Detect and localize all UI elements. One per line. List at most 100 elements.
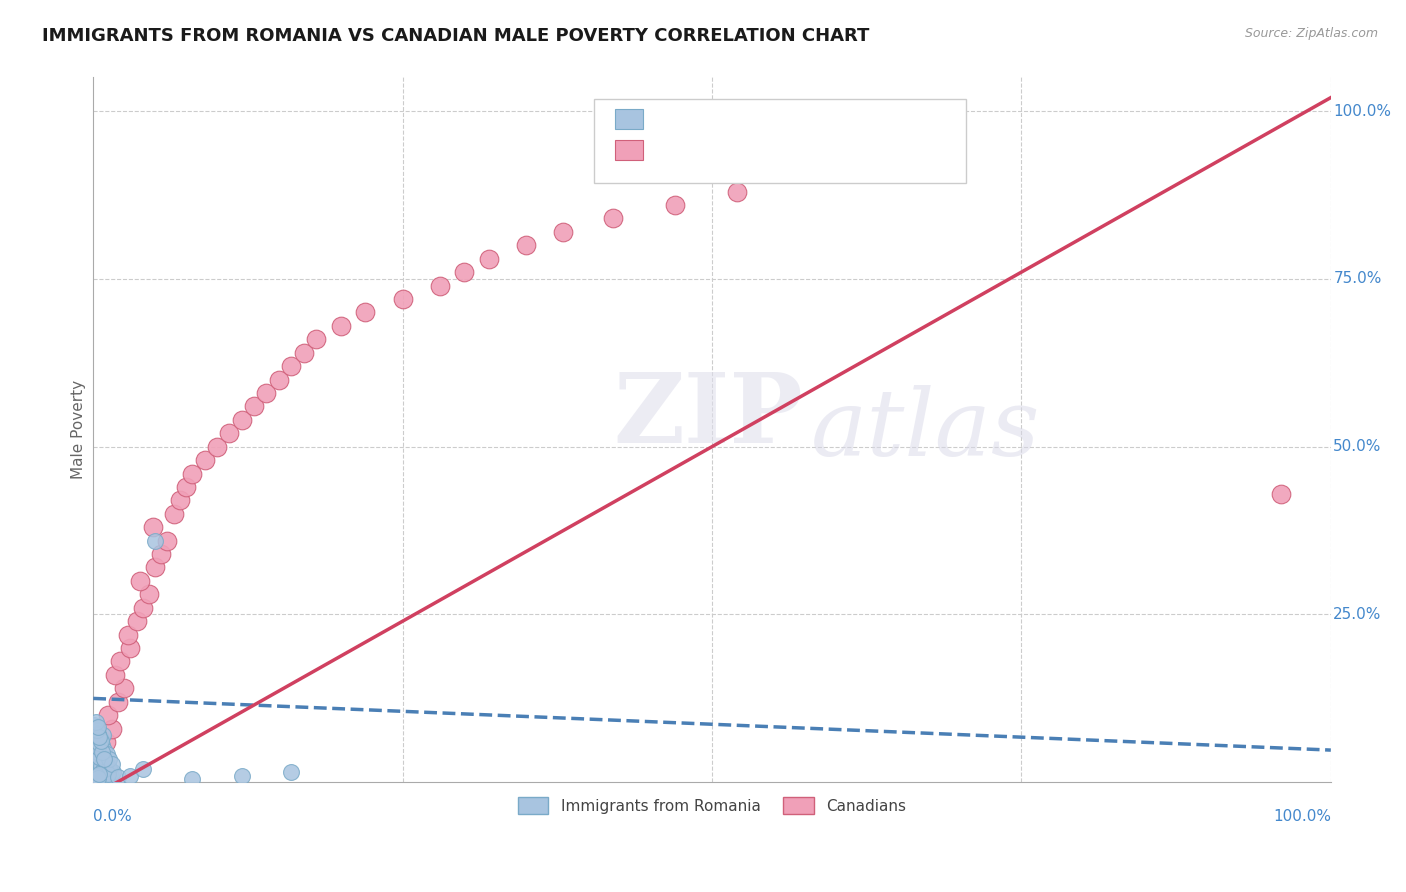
Point	[181, 772, 204, 786]
Point	[97, 760, 120, 774]
Point	[91, 763, 114, 777]
Point	[84, 722, 107, 736]
Point	[84, 735, 107, 749]
Point	[231, 413, 253, 427]
Bar	[616, 140, 643, 160]
Point	[98, 760, 121, 774]
Point	[1270, 486, 1292, 500]
Text: 0.661: 0.661	[723, 141, 776, 159]
Point	[150, 547, 173, 561]
Point	[143, 533, 166, 548]
Point	[91, 767, 114, 781]
Point	[429, 278, 451, 293]
Point	[90, 733, 112, 747]
Point	[91, 762, 114, 776]
Point	[96, 764, 118, 779]
Point	[87, 720, 110, 734]
Text: atlas: atlas	[811, 384, 1040, 475]
Point	[93, 758, 115, 772]
Point	[90, 758, 112, 772]
Point	[107, 695, 129, 709]
Point	[329, 318, 352, 333]
Point	[89, 756, 111, 771]
Point	[89, 765, 111, 780]
Y-axis label: Male Poverty: Male Poverty	[72, 380, 86, 479]
Point	[93, 765, 115, 780]
Point	[84, 770, 107, 784]
Point	[125, 614, 148, 628]
Point	[90, 762, 112, 776]
Point	[553, 225, 575, 239]
Point	[90, 760, 112, 774]
Text: R =: R =	[661, 110, 697, 128]
Point	[292, 345, 315, 359]
Point	[86, 745, 108, 759]
Point	[93, 743, 115, 757]
Point	[478, 252, 501, 266]
Point	[453, 265, 475, 279]
Point	[256, 386, 278, 401]
Point	[83, 741, 105, 756]
Point	[83, 725, 105, 739]
Point	[93, 752, 115, 766]
Point	[243, 400, 266, 414]
Point	[86, 755, 108, 769]
Point	[142, 520, 165, 534]
Point	[89, 730, 111, 744]
Point	[391, 292, 413, 306]
Text: 100.0%: 100.0%	[1272, 809, 1331, 824]
Point	[87, 763, 110, 777]
Bar	[616, 109, 643, 129]
Point	[83, 718, 105, 732]
Point	[169, 493, 191, 508]
Text: N =: N =	[810, 110, 846, 128]
Text: R =: R =	[661, 141, 697, 159]
Point	[120, 641, 142, 656]
Text: 100.0%: 100.0%	[1333, 103, 1392, 119]
Point	[218, 426, 240, 441]
Point	[90, 731, 112, 746]
Point	[91, 728, 114, 742]
Point	[83, 772, 105, 786]
Point	[120, 769, 142, 783]
Point	[97, 767, 120, 781]
Point	[602, 211, 624, 226]
Point	[90, 745, 112, 759]
Point	[86, 723, 108, 737]
Point	[100, 722, 122, 736]
Point	[87, 772, 110, 786]
Text: IMMIGRANTS FROM ROMANIA VS CANADIAN MALE POVERTY CORRELATION CHART: IMMIGRANTS FROM ROMANIA VS CANADIAN MALE…	[42, 27, 869, 45]
Point	[87, 727, 110, 741]
Point	[90, 767, 112, 781]
Text: 50.0%: 50.0%	[1333, 439, 1382, 454]
Point	[725, 185, 748, 199]
Point	[143, 560, 166, 574]
Point	[100, 769, 122, 783]
Point	[89, 748, 111, 763]
Point	[305, 332, 328, 346]
Point	[280, 359, 302, 373]
Point	[97, 708, 120, 723]
Point	[664, 198, 686, 212]
Point	[96, 747, 118, 761]
Point	[107, 770, 129, 784]
Point	[87, 754, 110, 768]
Point	[94, 735, 117, 749]
Point	[98, 752, 121, 766]
Point	[162, 507, 184, 521]
Point	[112, 681, 135, 696]
Point	[98, 770, 121, 784]
Text: 25.0%: 25.0%	[1333, 607, 1382, 622]
Point	[84, 758, 107, 772]
Point	[231, 769, 253, 783]
Point	[117, 627, 139, 641]
Point	[181, 467, 204, 481]
Point	[94, 765, 117, 780]
Point	[267, 372, 290, 386]
Text: 0.0%: 0.0%	[93, 809, 132, 824]
Point	[104, 668, 127, 682]
Point	[89, 749, 111, 764]
Point	[193, 453, 215, 467]
Point	[354, 305, 377, 319]
Point	[94, 755, 117, 769]
